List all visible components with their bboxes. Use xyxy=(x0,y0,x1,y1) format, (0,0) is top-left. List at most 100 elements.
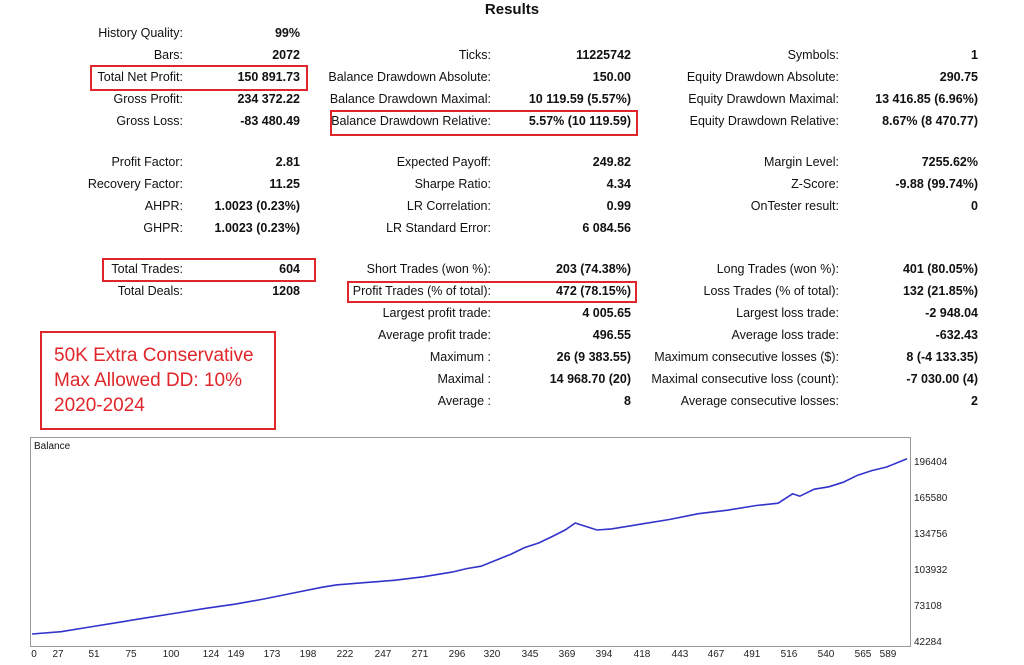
stat-label-maximal: Maximal : xyxy=(437,372,491,386)
x-tick-label: 247 xyxy=(374,649,392,660)
x-tick-label: 0 xyxy=(31,649,37,660)
stat-value-bars: 2072 xyxy=(272,48,300,62)
x-tick-label: 149 xyxy=(227,649,245,660)
stat-label-gross-profit: Gross Profit: xyxy=(113,92,183,106)
stat-label-gross-loss: Gross Loss: xyxy=(116,114,183,128)
stat-value-average-profit-trade: 496.55 xyxy=(592,328,631,342)
stat-label-maximum: Maximum : xyxy=(429,350,491,364)
x-tick-label: 540 xyxy=(817,649,835,660)
balance-chart xyxy=(30,437,911,647)
balance-plot xyxy=(31,458,908,635)
stat-value-maximal-consecutive-loss-count: -7 030.00 (4) xyxy=(906,372,978,386)
page-title: Results xyxy=(484,1,540,18)
stat-label-ahpr: AHPR: xyxy=(144,199,183,213)
stat-label-average-loss-trade: Average loss trade: xyxy=(731,328,839,342)
stat-value-ahpr: 1.0023 (0.23%) xyxy=(214,199,300,213)
highlight-box-total-net-profit xyxy=(90,65,308,91)
stat-value-margin-level: 7255.62% xyxy=(921,155,978,169)
highlight-box-profit-trades-of-total xyxy=(347,281,637,303)
stat-value-z-score: -9.88 (99.74%) xyxy=(895,177,978,191)
stat-label-total-trades: Total Trades: xyxy=(111,262,183,276)
stat-label-equity-drawdown-relative: Equity Drawdown Relative: xyxy=(689,114,839,128)
stat-label-lr-correlation: LR Correlation: xyxy=(406,199,491,213)
stat-value-long-trades-won: 401 (80.05%) xyxy=(902,262,978,276)
stat-value-loss-trades-of-total: 132 (21.85%) xyxy=(902,284,978,298)
y-tick-label: 134756 xyxy=(914,529,948,540)
x-tick-label: 51 xyxy=(88,649,100,660)
stat-value-total-net-profit: 150 891.73 xyxy=(237,70,300,84)
stat-label-largest-loss-trade: Largest loss trade: xyxy=(736,306,839,320)
stat-label-total-deals: Total Deals: xyxy=(117,284,183,298)
x-tick-label: 296 xyxy=(448,649,466,660)
stat-label-equity-drawdown-maximal: Equity Drawdown Maximal: xyxy=(688,92,839,106)
stat-value-equity-drawdown-absolute: 290.75 xyxy=(939,70,978,84)
stat-value-lr-correlation: 0.99 xyxy=(606,199,631,213)
stat-label-loss-trades-of-total: Loss Trades (% of total): xyxy=(703,284,839,298)
stat-label-total-net-profit: Total Net Profit: xyxy=(97,70,183,84)
stat-value-short-trades-won: 203 (74.38%) xyxy=(555,262,631,276)
x-tick-label: 75 xyxy=(125,649,137,660)
x-tick-label: 124 xyxy=(202,649,220,660)
stat-label-long-trades-won: Long Trades (won %): xyxy=(716,262,839,276)
stat-label-sharpe-ratio: Sharpe Ratio: xyxy=(414,177,491,191)
stat-value-sharpe-ratio: 4.34 xyxy=(606,177,631,191)
stat-value-equity-drawdown-maximal: 13 416.85 (6.96%) xyxy=(875,92,978,106)
stat-label-maximum-consecutive-losses: Maximum consecutive losses ($): xyxy=(654,350,839,364)
y-tick-label: 42284 xyxy=(914,637,942,648)
stat-label-short-trades-won: Short Trades (won %): xyxy=(366,262,491,276)
stat-value-balance-drawdown-maximal: 10 119.59 (5.57%) xyxy=(528,92,631,106)
stat-value-maximum-consecutive-losses: 8 (-4 133.35) xyxy=(906,350,978,364)
stat-value-balance-drawdown-absolute: 150.00 xyxy=(592,70,631,84)
x-tick-label: 443 xyxy=(671,649,689,660)
y-tick-label: 103932 xyxy=(914,565,948,576)
stat-value-balance-drawdown-relative: 5.57% (10 119.59) xyxy=(528,114,631,128)
x-tick-label: 418 xyxy=(633,649,651,660)
highlight-box-total-trades xyxy=(102,258,316,282)
stat-value-maximal: 14 968.70 (20) xyxy=(549,372,631,386)
stat-value-largest-loss-trade: -2 948.04 xyxy=(925,306,978,320)
stat-label-average-consecutive-losses: Average consecutive losses: xyxy=(680,394,839,408)
x-tick-label: 516 xyxy=(780,649,798,660)
strategy-note: 50K Extra Conservative Max Allowed DD: 1… xyxy=(40,331,276,430)
stat-value-average-loss-trade: -632.43 xyxy=(935,328,978,342)
stat-value-expected-payoff: 249.82 xyxy=(592,155,631,169)
stat-label-bars: Bars: xyxy=(153,48,183,62)
stat-value-ticks: 11225742 xyxy=(576,48,631,62)
stat-value-ontester-result: 0 xyxy=(971,199,978,213)
stat-label-balance-drawdown-relative: Balance Drawdown Relative: xyxy=(331,114,491,128)
x-tick-label: 345 xyxy=(521,649,539,660)
stat-label-average-profit-trade: Average profit trade: xyxy=(377,328,491,342)
x-tick-label: 589 xyxy=(879,649,897,660)
stat-label-profit-factor: Profit Factor: xyxy=(111,155,183,169)
stat-value-gross-profit: 234 372.22 xyxy=(237,92,300,106)
balance-series-line xyxy=(31,458,908,635)
stat-label-history-quality: History Quality: xyxy=(98,26,183,40)
stat-label-balance-drawdown-absolute: Balance Drawdown Absolute: xyxy=(328,70,491,84)
stat-label-recovery-factor: Recovery Factor: xyxy=(87,177,183,191)
stat-label-profit-trades-of-total: Profit Trades (% of total): xyxy=(352,284,491,298)
stat-value-total-deals: 1208 xyxy=(272,284,300,298)
y-tick-label: 196404 xyxy=(914,457,948,468)
stat-value-gross-loss: -83 480.49 xyxy=(240,114,300,128)
stat-label-symbols: Symbols: xyxy=(787,48,839,62)
stat-value-symbols: 1 xyxy=(971,48,978,62)
x-tick-label: 369 xyxy=(558,649,576,660)
y-tick-label: 165580 xyxy=(914,493,948,504)
stat-value-maximum: 26 (9 383.55) xyxy=(556,350,631,364)
chart-title: Balance xyxy=(34,441,71,452)
stat-value-profit-trades-of-total: 472 (78.15%) xyxy=(555,284,631,298)
stat-value-largest-profit-trade: 4 005.65 xyxy=(582,306,631,320)
x-tick-label: 320 xyxy=(483,649,501,660)
x-tick-label: 27 xyxy=(52,649,64,660)
highlight-box-balance-drawdown-relative xyxy=(330,110,638,136)
note-line-1: 50K Extra Conservative xyxy=(54,345,254,366)
stat-label-equity-drawdown-absolute: Equity Drawdown Absolute: xyxy=(686,70,839,84)
y-tick-label: 73108 xyxy=(914,601,942,612)
stat-value-equity-drawdown-relative: 8.67% (8 470.77) xyxy=(882,114,978,128)
stat-value-profit-factor: 2.81 xyxy=(275,155,300,169)
x-tick-label: 565 xyxy=(854,649,872,660)
note-line-3: 2020-2024 xyxy=(54,395,145,416)
stat-label-maximal-consecutive-loss-count: Maximal consecutive loss (count): xyxy=(651,372,839,386)
x-tick-label: 100 xyxy=(162,649,180,660)
stat-label-largest-profit-trade: Largest profit trade: xyxy=(382,306,491,320)
